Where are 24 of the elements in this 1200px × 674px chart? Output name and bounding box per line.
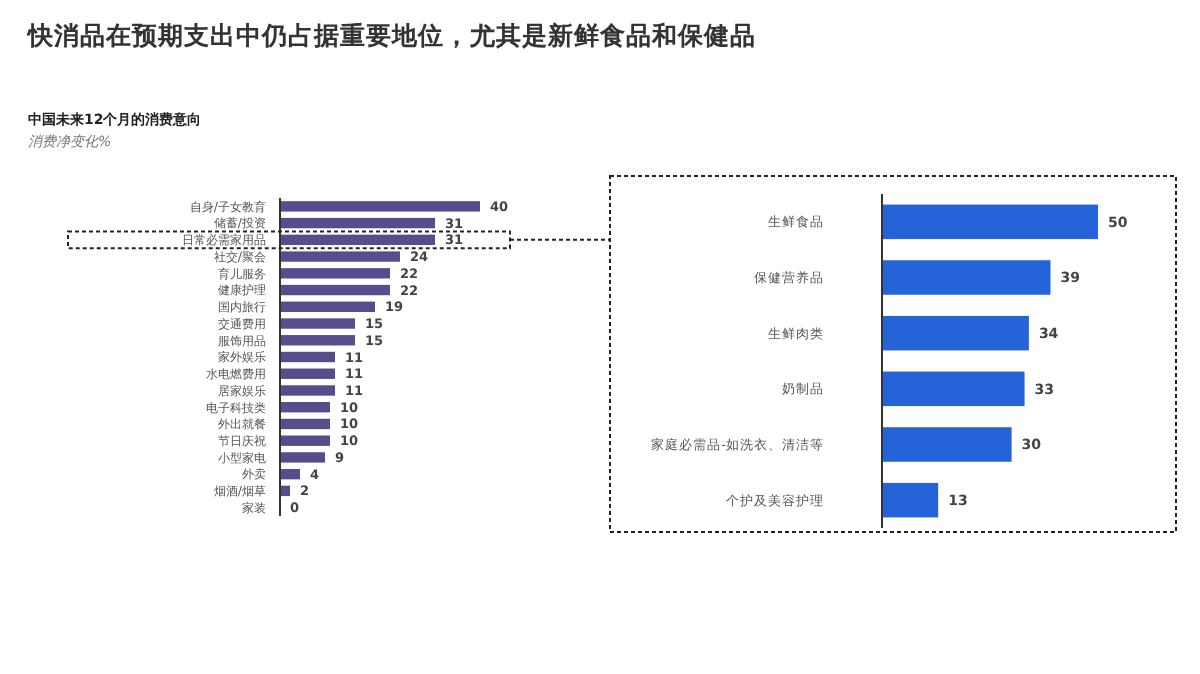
bar [280, 201, 480, 212]
bar [280, 251, 400, 262]
bar [882, 482, 939, 518]
bar [280, 418, 330, 430]
bar [280, 435, 330, 446]
bar [280, 284, 390, 296]
bar [280, 452, 325, 463]
bar [280, 351, 335, 363]
bar [280, 468, 300, 480]
bar [882, 427, 1012, 462]
bar [280, 385, 335, 396]
bar [280, 402, 330, 413]
bar [280, 318, 355, 329]
bar [280, 368, 335, 379]
bar [882, 371, 1025, 407]
bar [882, 315, 1029, 351]
bar [882, 204, 1098, 240]
bar [280, 335, 355, 346]
bar [280, 268, 390, 279]
bar [882, 260, 1051, 295]
bar [280, 234, 435, 246]
bar [280, 301, 375, 312]
chart-title: 快消品在预期支出中仍占据重要地位，尤其是新鲜食品和保健品 [26, 20, 756, 50]
bar [280, 217, 435, 229]
